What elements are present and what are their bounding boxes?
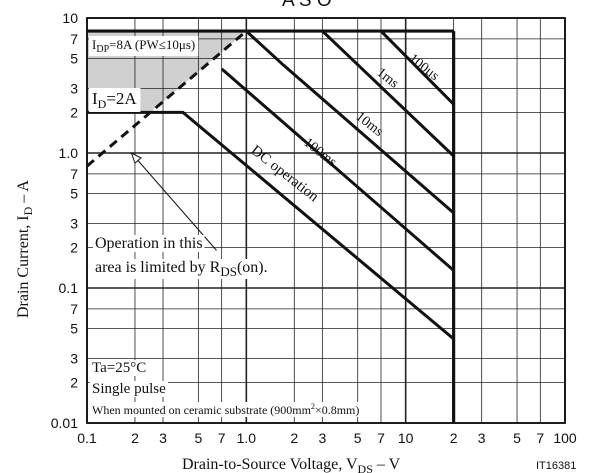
- x-tick-label-14: 7: [536, 430, 544, 446]
- series-curve-100-s: [379, 30, 455, 106]
- id-limit-label: ID=2A: [92, 89, 137, 111]
- series-curve-dc-operation: [87, 110, 455, 341]
- y-tick-label-15: 0.01: [51, 415, 78, 431]
- condition-ta-bg: [90, 360, 149, 376]
- y-tick-label-1: 7: [70, 31, 78, 47]
- series-curve-100ms: [220, 67, 455, 272]
- y-tick-label-8: 3: [70, 216, 78, 232]
- note-arrow-head: [130, 151, 142, 165]
- y-axis-title: Drain Current, ID – A: [15, 180, 35, 318]
- idp-limit-label: IDP=8A (PW≤10μs): [92, 37, 195, 55]
- x-tick-label-3: 5: [194, 430, 202, 446]
- series-label-1ms: 1ms: [374, 65, 402, 91]
- condition-ta: Ta=25°C: [92, 360, 146, 376]
- y-tick-label-13: 3: [70, 351, 78, 367]
- condition-pulse: Single pulse: [92, 381, 166, 397]
- y-tick-label-7: 5: [70, 186, 78, 202]
- plot-frame: [86, 17, 566, 424]
- condition-substrate-bg: [90, 402, 362, 417]
- idp-label-bg: [89, 36, 199, 56]
- x-tick-label-11: 2: [450, 430, 458, 446]
- x-tick-label-5: 1.0: [237, 430, 257, 446]
- note-arrow-shaft: [131, 152, 217, 251]
- x-axis-title: Drain-to-Source Voltage, VDS – V: [182, 456, 401, 473]
- rds-note-line2-bg: [93, 259, 270, 279]
- series-curve-10ms: [245, 29, 455, 215]
- series-curve-1ms: [321, 30, 455, 158]
- x-tick-label-0: 0.1: [77, 430, 97, 446]
- y-tick-label-2: 5: [70, 51, 78, 67]
- y-tick-label-4: 2: [70, 104, 78, 120]
- y-tick-label-14: 2: [70, 374, 78, 390]
- rds-on-line: [86, 29, 248, 168]
- rds-note-line1-bg: [93, 235, 205, 252]
- x-tick-label-7: 3: [318, 430, 326, 446]
- condition-substrate: When mounted on ceramic substrate (900mm…: [92, 402, 359, 417]
- y-tick-label-3: 3: [70, 81, 78, 97]
- rds-note-line2: area is limited by RDS(on).: [95, 259, 268, 279]
- x-tick-label-6: 2: [290, 430, 298, 446]
- y-tick-label-10: 0.1: [59, 280, 79, 296]
- x-tick-label-9: 7: [377, 430, 385, 446]
- series-label-100us: 100μs: [406, 51, 442, 84]
- y-tick-label-12: 5: [70, 321, 78, 337]
- x-tick-label-8: 5: [354, 430, 362, 446]
- x-tick-label-12: 3: [478, 430, 486, 446]
- y-tick-label-11: 7: [70, 301, 78, 317]
- x-tick-label-4: 7: [218, 430, 226, 446]
- x-tick-label-10: 10: [398, 430, 414, 446]
- chart-title: A S O: [282, 0, 332, 11]
- condition-pulse-bg: [90, 381, 169, 397]
- y-tick-label-9: 2: [70, 239, 78, 255]
- x-tick-label-1: 2: [131, 430, 139, 446]
- y-tick-label-6: 7: [70, 166, 78, 182]
- id-label-bg: [89, 88, 141, 112]
- y-tick-label-5: 1.0: [59, 145, 79, 161]
- rds-note-line1: Operation in this: [95, 235, 203, 252]
- figure-code: IT16381: [536, 460, 576, 472]
- y-tick-label-0: 10: [62, 10, 78, 26]
- x-tick-label-2: 3: [159, 430, 167, 446]
- x-tick-label-15: 100: [553, 430, 577, 446]
- x-tick-label-13: 5: [513, 430, 521, 446]
- tick-labels: 0.1 2 3 5 7 1.0 2 3 5 7 10 2 3 5 7 1001075321.075320.17…: [51, 10, 577, 446]
